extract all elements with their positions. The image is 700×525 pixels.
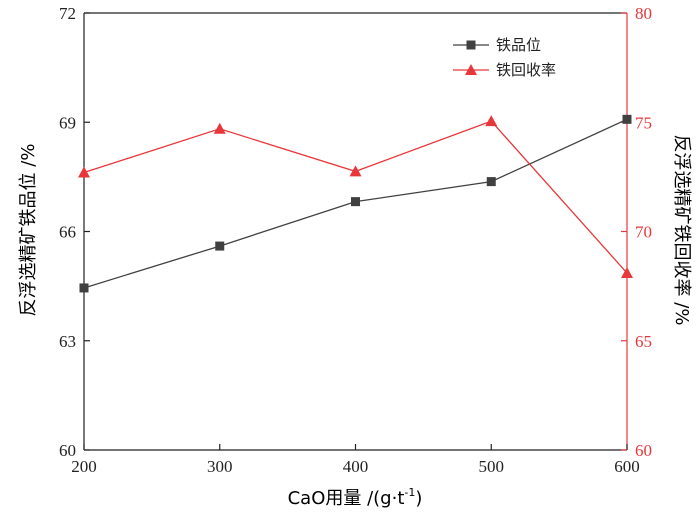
- left-y-tick-label: 66: [59, 223, 76, 242]
- left-y-tick-label: 72: [59, 4, 76, 23]
- data-point: [215, 241, 225, 251]
- data-point: [622, 114, 632, 124]
- data-point: [485, 115, 498, 127]
- x-axis-label-superscript: -1: [404, 486, 415, 499]
- left-y-tick-label: 60: [59, 441, 76, 460]
- series-layer: [78, 114, 633, 293]
- right-y-axis-label: 反浮选精矿铁回收率 /%: [671, 135, 692, 326]
- left-y-tick-label: 69: [59, 113, 76, 132]
- data-point: [79, 283, 89, 293]
- legend-item: 铁回收率: [453, 61, 556, 79]
- right-y-axis-ticks: 60 65 70 75 80: [621, 4, 652, 460]
- right-y-tick-label: 65: [635, 332, 652, 351]
- x-axis-label-close: ): [415, 488, 422, 509]
- data-point: [621, 267, 633, 279]
- x-tick-label: 500: [479, 457, 505, 476]
- left-y-tick-label: 63: [59, 332, 76, 351]
- x-tick-label: 300: [207, 457, 233, 476]
- right-y-tick-label: 75: [635, 113, 652, 132]
- legend-marker: [466, 40, 476, 50]
- series-2: [78, 115, 633, 279]
- legend-item: 铁品位: [453, 36, 541, 54]
- data-point: [349, 165, 362, 177]
- x-axis-label: CaO用量 /(g·t-1): [288, 486, 423, 509]
- left-y-axis-label: 反浮选精矿铁品位 /%: [18, 144, 39, 317]
- data-point: [78, 166, 90, 178]
- x-tick-label: 200: [71, 457, 97, 476]
- x-tick-label: 400: [343, 457, 369, 476]
- series-1: [79, 114, 632, 293]
- data-point: [351, 197, 360, 207]
- legend-label: 铁品位: [496, 36, 541, 54]
- right-y-tick-label: 60: [635, 441, 652, 460]
- left-y-axis-ticks: 60 63 66 69 72: [59, 4, 90, 460]
- legend-label: 铁回收率: [496, 61, 556, 79]
- legend-marker: [465, 64, 477, 75]
- right-y-tick-label: 70: [635, 223, 652, 242]
- data-point: [213, 122, 226, 134]
- right-y-tick-label: 80: [635, 4, 652, 23]
- data-point: [486, 177, 496, 187]
- x-axis-ticks: 200 300 400 500 600: [71, 444, 640, 476]
- series-line: [83, 120, 628, 274]
- x-tick-label: 600: [614, 457, 640, 476]
